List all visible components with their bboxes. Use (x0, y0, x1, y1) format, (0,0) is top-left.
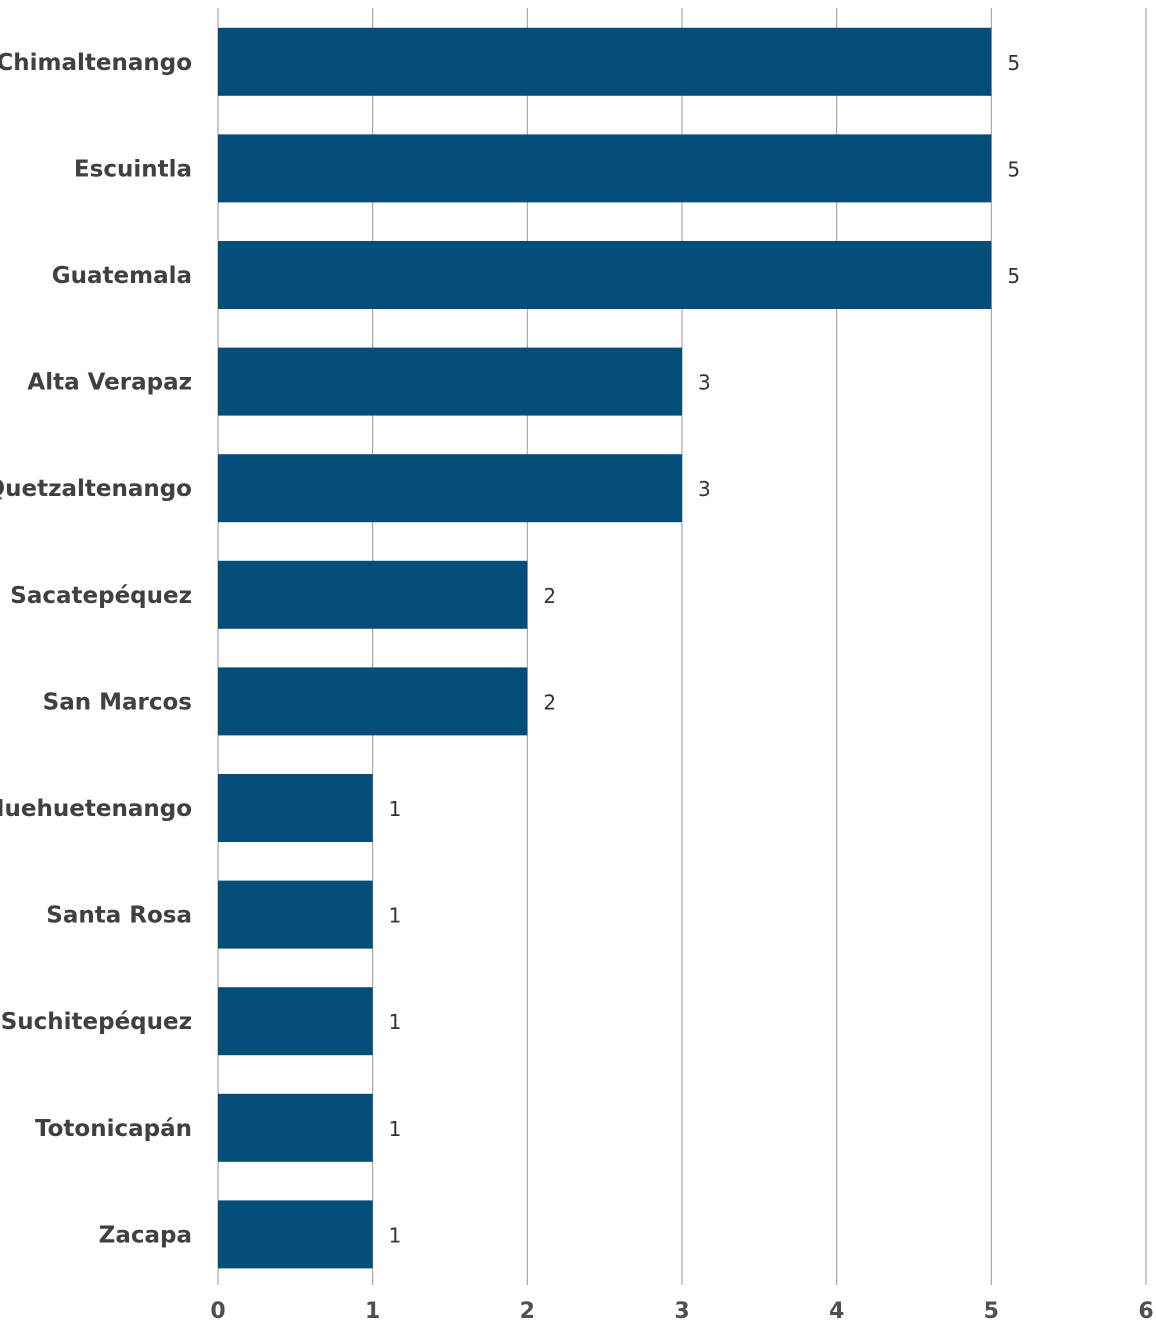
data-label: 5 (1007, 51, 1020, 75)
x-tick-label: 1 (365, 1299, 380, 1322)
x-tick-label: 2 (520, 1299, 535, 1322)
data-label: 1 (389, 904, 402, 928)
category-label: Santa Rosa (46, 903, 192, 929)
category-label: Quetzaltenango (0, 476, 192, 502)
bar (218, 987, 373, 1056)
data-label: 3 (698, 371, 711, 395)
bar (218, 1200, 373, 1269)
x-tick-label: 4 (829, 1299, 844, 1322)
data-label: 2 (543, 690, 556, 714)
data-label: 1 (389, 797, 402, 821)
category-label: Chimaltenango (0, 50, 192, 76)
labels: 0 1 2 3 4 5 6 Chimaltenango 5 Escuintla 5 Guatemala… (0, 50, 1154, 1322)
bar (218, 560, 528, 629)
x-tick-label: 3 (674, 1299, 689, 1322)
bar (218, 1093, 373, 1162)
category-label: San Marcos (43, 689, 192, 715)
bar (218, 347, 682, 416)
category-label: Escuintla (74, 156, 192, 182)
data-label: 3 (698, 477, 711, 501)
data-label: 2 (543, 584, 556, 608)
bars (218, 27, 992, 1269)
bar (218, 454, 682, 523)
bar (218, 27, 992, 96)
x-tick-label: 5 (984, 1299, 999, 1322)
bar (218, 880, 373, 949)
category-label: Alta Verapaz (27, 370, 192, 396)
gridlines (217, 8, 1147, 1285)
bar (218, 241, 992, 309)
data-label: 1 (389, 1223, 402, 1247)
category-label: Huehuetenango (0, 796, 192, 822)
data-label: 1 (389, 1010, 402, 1034)
category-label: Zacapa (99, 1222, 192, 1248)
category-label: Sacatepéquez (10, 583, 192, 609)
x-tick-label: 6 (1138, 1299, 1153, 1322)
bar (218, 774, 373, 842)
bar (218, 667, 528, 736)
data-label: 5 (1007, 264, 1020, 288)
category-label: Suchitepéquez (1, 1009, 192, 1035)
data-label: 5 (1007, 157, 1020, 181)
category-label: Totonicapán (35, 1116, 192, 1142)
bar (218, 134, 992, 203)
data-label: 1 (389, 1117, 402, 1141)
x-tick-label: 0 (210, 1299, 225, 1322)
category-label: Guatemala (52, 263, 192, 289)
